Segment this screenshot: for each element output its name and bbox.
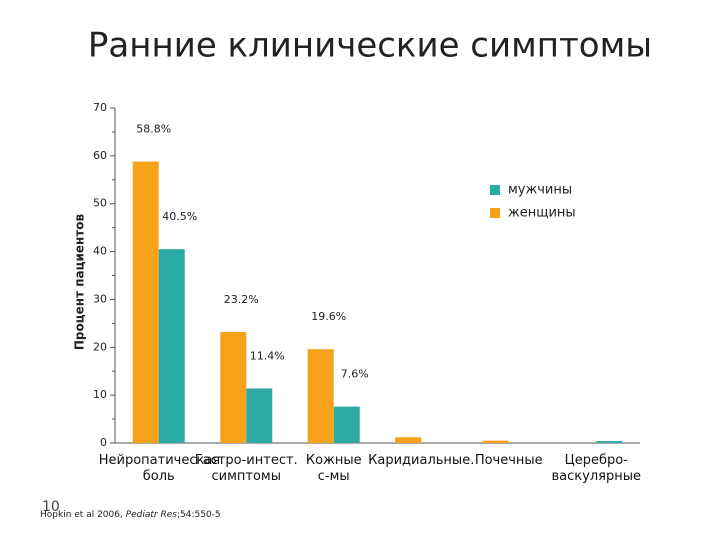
x-tick-label: Нейропатическая боль [98, 453, 221, 484]
y-tick-label: 50 [93, 197, 107, 210]
y-tick-label: 40 [93, 245, 107, 258]
y-tick-label: 60 [93, 149, 107, 162]
legend-label: женщины [508, 206, 576, 221]
data-label: 58.8% [136, 123, 171, 136]
y-tick-label: 70 [93, 101, 107, 114]
bar [395, 437, 422, 443]
x-tick-label: Гастро-интест. симптомы [194, 453, 298, 484]
bar [307, 349, 334, 443]
citation: Hopkin et al 2006, Pediatr Res;54:550-5 [40, 510, 221, 520]
bar [158, 249, 185, 443]
data-label: 23.2% [224, 293, 259, 306]
legend-swatch [490, 185, 500, 195]
data-label: 11.4% [250, 349, 285, 362]
bar [220, 331, 247, 443]
data-label: 19.6% [311, 310, 346, 323]
legend-swatch [490, 208, 500, 218]
y-tick-label: 30 [93, 292, 107, 305]
x-tick-label: Церебро- васкулярные [551, 453, 641, 484]
citation-rest: ;54:550-5 [176, 510, 221, 520]
bar [246, 388, 273, 443]
bar [132, 161, 159, 443]
y-tick-label: 0 [100, 436, 107, 449]
chart-title: Ранние клинические симптомы [88, 26, 652, 66]
y-axis-label: Процент пациентов [73, 213, 87, 350]
data-label: 40.5% [162, 210, 197, 223]
bar [333, 406, 360, 443]
slide-number: 10 [42, 499, 60, 515]
x-tick-label: Кожные с-мы [305, 453, 362, 484]
citation-authors: Hopkin et al 2006, [40, 510, 126, 520]
bar [596, 441, 623, 443]
y-tick-label: 10 [93, 388, 107, 401]
y-tick-label: 20 [93, 340, 107, 353]
bar [482, 440, 509, 443]
data-label: 7.6% [341, 368, 369, 381]
legend-label: мужчины [508, 183, 572, 198]
x-tick-label: Каридиальные. [368, 453, 475, 468]
citation-journal: Pediatr Res [125, 510, 177, 520]
x-tick-label: Почечные [474, 453, 543, 468]
